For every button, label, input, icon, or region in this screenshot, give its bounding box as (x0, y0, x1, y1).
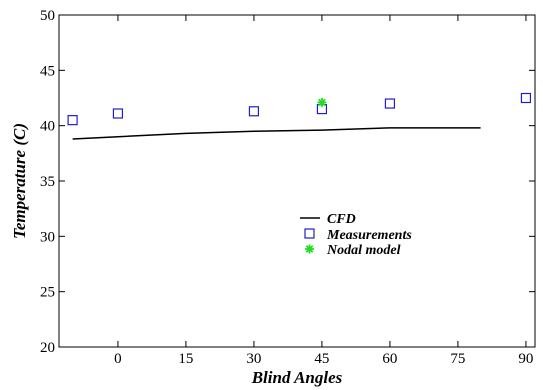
plot-frame (58, 14, 536, 348)
y-tick-label: 45 (40, 63, 55, 79)
x-tick-label: 0 (114, 351, 122, 367)
y-tick-label: 50 (40, 8, 55, 24)
measurement-point (248, 106, 260, 117)
legend-asterisk-glyph (305, 244, 314, 254)
x-tick-label: 15 (178, 351, 193, 367)
y-tick-label: 30 (40, 229, 55, 245)
y-tick-label: 25 (40, 285, 55, 301)
x-axis-title: Blind Angles (251, 368, 343, 387)
series-line-cfd (72, 127, 481, 140)
measurement-point (384, 98, 396, 109)
legend-marker-nodal-model (305, 244, 314, 254)
y-axis-title: Temperature (C) (10, 123, 29, 239)
y-tick-label: 35 (40, 174, 55, 190)
x-tick-label: 45 (314, 351, 329, 367)
legend-label-cfd: CFD (327, 212, 356, 227)
legend-label-measurements: Measurements (326, 228, 412, 243)
data-marks (67, 92, 532, 140)
legend-label-nodal-model: Nodal model (326, 243, 401, 258)
nodal-model-point (317, 97, 327, 107)
x-tick-label: 90 (518, 351, 533, 367)
measurement-point (112, 108, 124, 119)
measurement-point (520, 92, 532, 104)
x-tick-label: 60 (382, 351, 397, 367)
y-tick-label: 40 (40, 119, 55, 135)
legend-marker-measurements (304, 228, 315, 239)
measurement-point (67, 115, 78, 126)
x-tick-label: 30 (246, 351, 261, 367)
x-tick-label: 75 (450, 351, 465, 367)
y-tick-label: 20 (40, 340, 55, 356)
axis-ticks: 0 15 30 45 60 75 90 20 25 30 35 40 45 50 (40, 8, 535, 367)
legend: CFD Measurements Nodal model (300, 212, 412, 258)
